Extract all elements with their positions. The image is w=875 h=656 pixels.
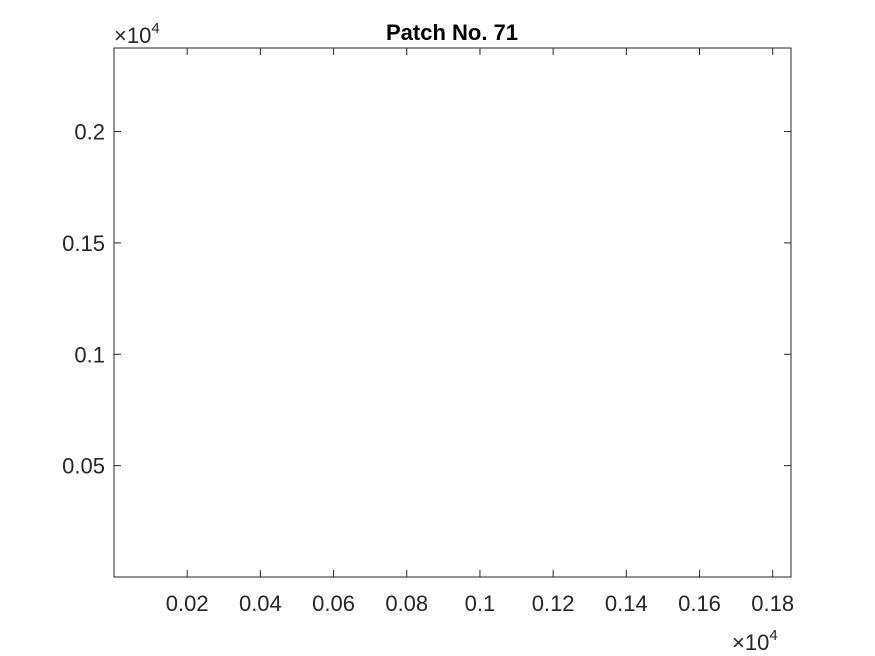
x-axis-multiplier: ×104 <box>732 627 778 655</box>
x-tick-label: 0.18 <box>751 591 794 616</box>
y-axis-multiplier-base: ×10 <box>114 23 151 48</box>
y-tick-label: 0.05 <box>62 454 105 479</box>
y-axis-multiplier: ×104 <box>114 20 160 48</box>
y-tick-label: 0.2 <box>74 120 105 145</box>
y-tick-label: 0.15 <box>62 231 105 256</box>
x-tick-label: 0.16 <box>678 591 721 616</box>
y-axis-multiplier-exponent: 4 <box>151 20 159 37</box>
y-axis-ticks: 0.05 0.1 0.15 0.2 <box>62 120 791 479</box>
x-tick-label: 0.1 <box>465 591 496 616</box>
x-tick-label: 0.14 <box>605 591 648 616</box>
plot-area <box>113 47 792 578</box>
y-tick-label: 0.1 <box>74 342 105 367</box>
x-axis-multiplier-exponent: 4 <box>769 627 777 644</box>
chart-title: Patch No. 71 <box>386 20 518 45</box>
x-tick-label: 0.12 <box>532 591 575 616</box>
x-tick-label: 0.02 <box>166 591 209 616</box>
x-tick-label: 0.04 <box>239 591 282 616</box>
x-axis-ticks: 0.02 0.04 0.06 0.08 0.1 0.12 0.14 0.16 0.18 <box>166 48 794 616</box>
x-tick-label: 0.06 <box>312 591 355 616</box>
x-tick-label: 0.08 <box>385 591 428 616</box>
x-axis-multiplier-base: ×10 <box>732 630 769 655</box>
